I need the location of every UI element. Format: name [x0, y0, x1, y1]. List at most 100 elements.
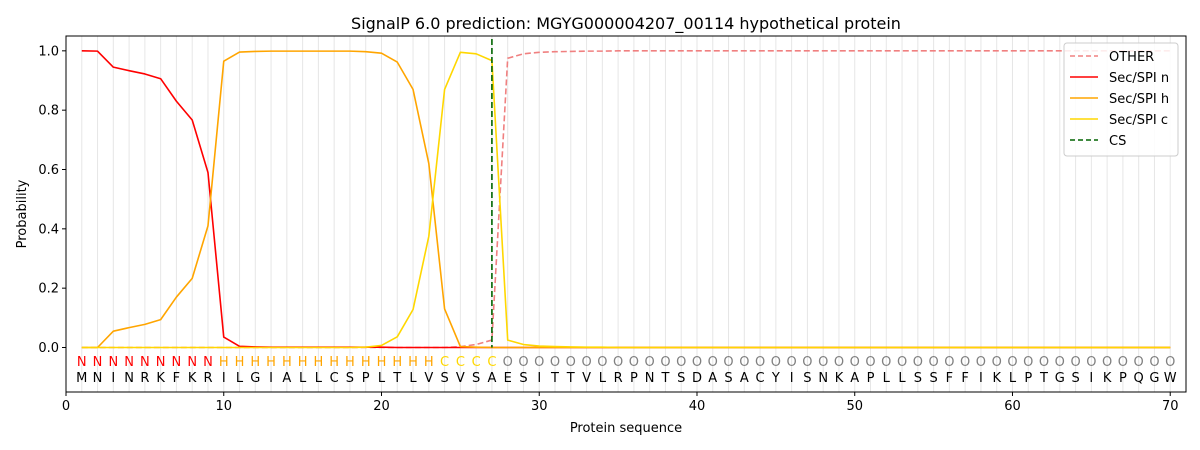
predicted-label: N [124, 355, 134, 370]
residue-label: K [156, 371, 165, 386]
residue-label: I [979, 371, 983, 386]
residue-label: W [1164, 371, 1177, 386]
residue-label: R [140, 371, 149, 386]
predicted-label: O [1055, 355, 1065, 370]
legend-label: CS [1109, 134, 1126, 149]
residue-label: N [124, 371, 134, 386]
residue-label: A [850, 371, 859, 386]
residue-label: P [1024, 371, 1032, 386]
residue-label: S [677, 371, 685, 386]
residue-label: L [599, 371, 607, 386]
predicted-label: N [93, 355, 103, 370]
residue-label: S [472, 371, 480, 386]
residue-label: S [1071, 371, 1079, 386]
residue-label: R [203, 371, 212, 386]
predicted-label: O [944, 355, 954, 370]
sequence-layer: NMNNNINNNRNKNFNKNRHIHLHGHIHAHLHLHCHSHPHL… [76, 355, 1177, 386]
residue-label: K [1103, 371, 1112, 386]
residue-label: P [362, 371, 370, 386]
predicted-label: H [266, 355, 276, 370]
predicted-label: O [771, 355, 781, 370]
predicted-label: N [172, 355, 182, 370]
residue-label: I [790, 371, 794, 386]
predicted-label: O [660, 355, 670, 370]
predicted-label: O [913, 355, 923, 370]
predicted-label: H [408, 355, 418, 370]
predicted-label: O [550, 355, 560, 370]
predicted-label: O [629, 355, 639, 370]
predicted-label: H [361, 355, 371, 370]
predicted-label: O [850, 355, 860, 370]
residue-label: T [550, 371, 559, 386]
predicted-label: O [645, 355, 655, 370]
predicted-label: N [77, 355, 87, 370]
y-tick-label: 0.6 [38, 163, 59, 178]
residue-label: A [740, 371, 749, 386]
predicted-label: O [503, 355, 513, 370]
predicted-label: H [250, 355, 260, 370]
x-tick-label: 10 [215, 399, 232, 414]
residue-label: S [929, 371, 937, 386]
plot-frame [65, 35, 1187, 393]
x-tick-label: 20 [373, 399, 390, 414]
residue-label: D [692, 371, 702, 386]
x-tick-label: 0 [62, 399, 70, 414]
series-layer [81, 39, 1171, 349]
legend-label: Sec/SPI h [1109, 92, 1169, 107]
predicted-label: H [235, 355, 245, 370]
residue-label: K [188, 371, 197, 386]
x-tick-label: 50 [846, 399, 863, 414]
predicted-label: O [1118, 355, 1128, 370]
predicted-label: O [1023, 355, 1033, 370]
residue-label: L [236, 371, 244, 386]
predicted-label: N [140, 355, 150, 370]
predicted-label: H [329, 355, 339, 370]
residue-label: S [803, 371, 811, 386]
predicted-label: O [581, 355, 591, 370]
predicted-label: O [1102, 355, 1112, 370]
predicted-label: O [534, 355, 544, 370]
y-tick-label: 0.0 [38, 341, 59, 356]
x-tick-label: 60 [1004, 399, 1021, 414]
residue-label: S [519, 371, 527, 386]
residue-label: G [1149, 371, 1159, 386]
residue-label: P [867, 371, 875, 386]
residue-label: K [835, 371, 844, 386]
predicted-label: O [1039, 355, 1049, 370]
predicted-label: O [676, 355, 686, 370]
residue-label: E [504, 371, 512, 386]
residue-label: T [392, 371, 401, 386]
residue-label: K [992, 371, 1001, 386]
predicted-label: O [1134, 355, 1144, 370]
residue-label: I [111, 371, 115, 386]
predicted-label: C [487, 355, 496, 370]
predicted-label: O [818, 355, 828, 370]
predicted-label: H [314, 355, 324, 370]
residue-label: I [222, 371, 226, 386]
residue-label: L [315, 371, 323, 386]
predicted-label: C [440, 355, 449, 370]
predicted-label: H [345, 355, 355, 370]
residue-label: S [346, 371, 354, 386]
predicted-label: N [156, 355, 166, 370]
chart-title: SignalP 6.0 prediction: MGYG000004207_00… [351, 14, 901, 34]
predicted-label: O [992, 355, 1002, 370]
predicted-label: H [377, 355, 387, 370]
predicted-label: O [566, 355, 576, 370]
predicted-label: O [928, 355, 938, 370]
residue-label: L [883, 371, 891, 386]
series-line-other [81, 50, 1171, 349]
predicted-label: O [739, 355, 749, 370]
predicted-label: O [787, 355, 797, 370]
predicted-label: H [424, 355, 434, 370]
residue-label: Y [771, 371, 780, 386]
residue-label: L [299, 371, 307, 386]
x-axis-title: Protein sequence [570, 421, 682, 436]
series-line-sec-spi-n [81, 50, 1171, 349]
predicted-label: O [1086, 355, 1096, 370]
residue-label: S [914, 371, 922, 386]
predicted-label: O [708, 355, 718, 370]
x-tick-label: 70 [1162, 399, 1179, 414]
predicted-label: N [203, 355, 213, 370]
predicted-label: O [960, 355, 970, 370]
